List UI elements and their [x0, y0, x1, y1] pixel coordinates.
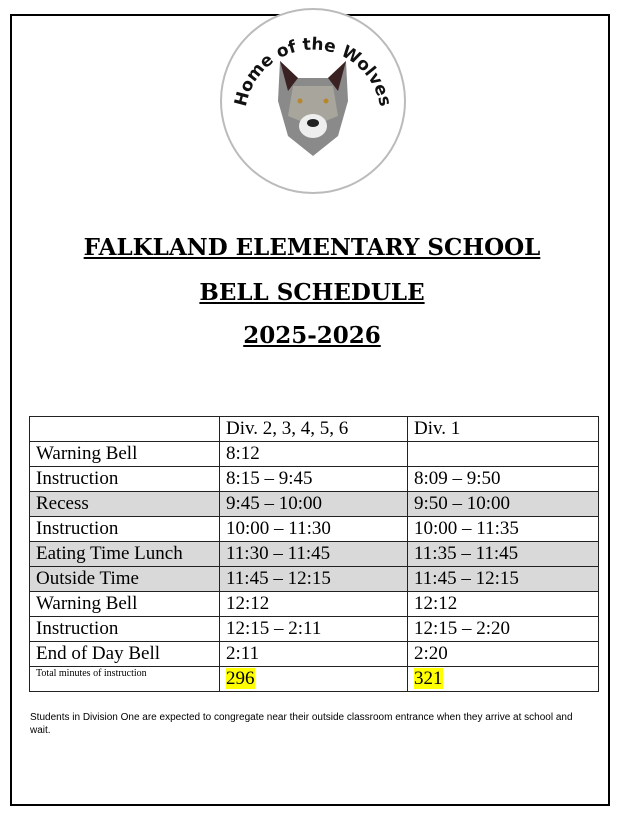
div1-time: 2:20	[407, 641, 599, 667]
div2-time: 2:11	[219, 641, 408, 667]
div1-time: 11:35 – 11:45	[407, 541, 599, 567]
period-label: Instruction	[29, 466, 220, 492]
div1-time	[407, 441, 599, 467]
table-row: End of Day Bell 2:11 2:20	[29, 641, 599, 667]
school-name: FALKLAND ELEMENTARY SCHOOL	[83, 234, 541, 261]
div1-time: 11:45 – 12:15	[407, 566, 599, 592]
footnote: Students in Division One are expected to…	[30, 712, 573, 736]
table-header-row: Div. 2, 3, 4, 5, 6 Div. 1	[29, 416, 599, 442]
period-label: Warning Bell	[29, 591, 220, 617]
table-row: Eating Time Lunch 11:30 – 11:45 11:35 – 11…	[29, 541, 599, 567]
period-label: Instruction	[29, 616, 220, 642]
div2-total: 296	[226, 668, 255, 689]
total-row: Total minutes of instruction 296 321	[29, 666, 599, 692]
period-label: Eating Time Lunch	[29, 541, 220, 567]
period-label: End of Day Bell	[29, 641, 220, 667]
table-row: Recess 9:45 – 10:00 9:50 – 10:00	[29, 491, 599, 517]
header-cell: Div. 2, 3, 4, 5, 6	[219, 416, 408, 442]
div1-time: 12:15 – 2:20	[407, 616, 599, 642]
period-label: Recess	[29, 491, 220, 517]
table-row: Instruction 10:00 – 11:30 10:00 – 11:35	[29, 516, 599, 542]
table-row: Warning Bell 8:12	[29, 441, 599, 467]
div1-total-cell: 321	[407, 666, 599, 692]
table-row: Instruction 8:15 – 9:45 8:09 – 9:50	[29, 466, 599, 492]
header-cell: Div. 1	[407, 416, 599, 442]
period-label: Instruction	[29, 516, 220, 542]
period-label: Warning Bell	[29, 441, 220, 467]
div2-time: 11:30 – 11:45	[219, 541, 408, 567]
wolf-head-icon	[278, 61, 348, 156]
div2-time: 8:15 – 9:45	[219, 466, 408, 492]
div2-time: 12:15 – 2:11	[219, 616, 408, 642]
schedule-title: BELL SCHEDULE	[199, 279, 425, 306]
div2-time: 11:45 – 12:15	[219, 566, 408, 592]
table-row: Instruction 12:15 – 2:11 12:15 – 2:20	[29, 616, 599, 642]
total-label: Total minutes of instruction	[29, 666, 220, 692]
div1-total: 321	[414, 668, 443, 689]
div1-time: 8:09 – 9:50	[407, 466, 599, 492]
table-row: Outside Time 11:45 – 12:15 11:45 – 12:15	[29, 566, 599, 592]
period-label: Outside Time	[29, 566, 220, 592]
div2-total-cell: 296	[219, 666, 408, 692]
school-logo: "Home of the Wolves"	[218, 6, 406, 194]
div2-time: 9:45 – 10:00	[219, 491, 408, 517]
header-cell	[29, 416, 220, 442]
bell-schedule-table: Div. 2, 3, 4, 5, 6 Div. 1 Warning Bell 8:…	[29, 416, 599, 692]
div2-time: 12:12	[219, 591, 408, 617]
div2-time: 10:00 – 11:30	[219, 516, 408, 542]
div1-time: 9:50 – 10:00	[407, 491, 599, 517]
table-row: Warning Bell 12:12 12:12	[29, 591, 599, 617]
div1-time: 12:12	[407, 591, 599, 617]
div1-time: 10:00 – 11:35	[407, 516, 599, 542]
div2-time: 8:12	[219, 441, 408, 467]
school-year: 2025-2026	[243, 322, 381, 349]
